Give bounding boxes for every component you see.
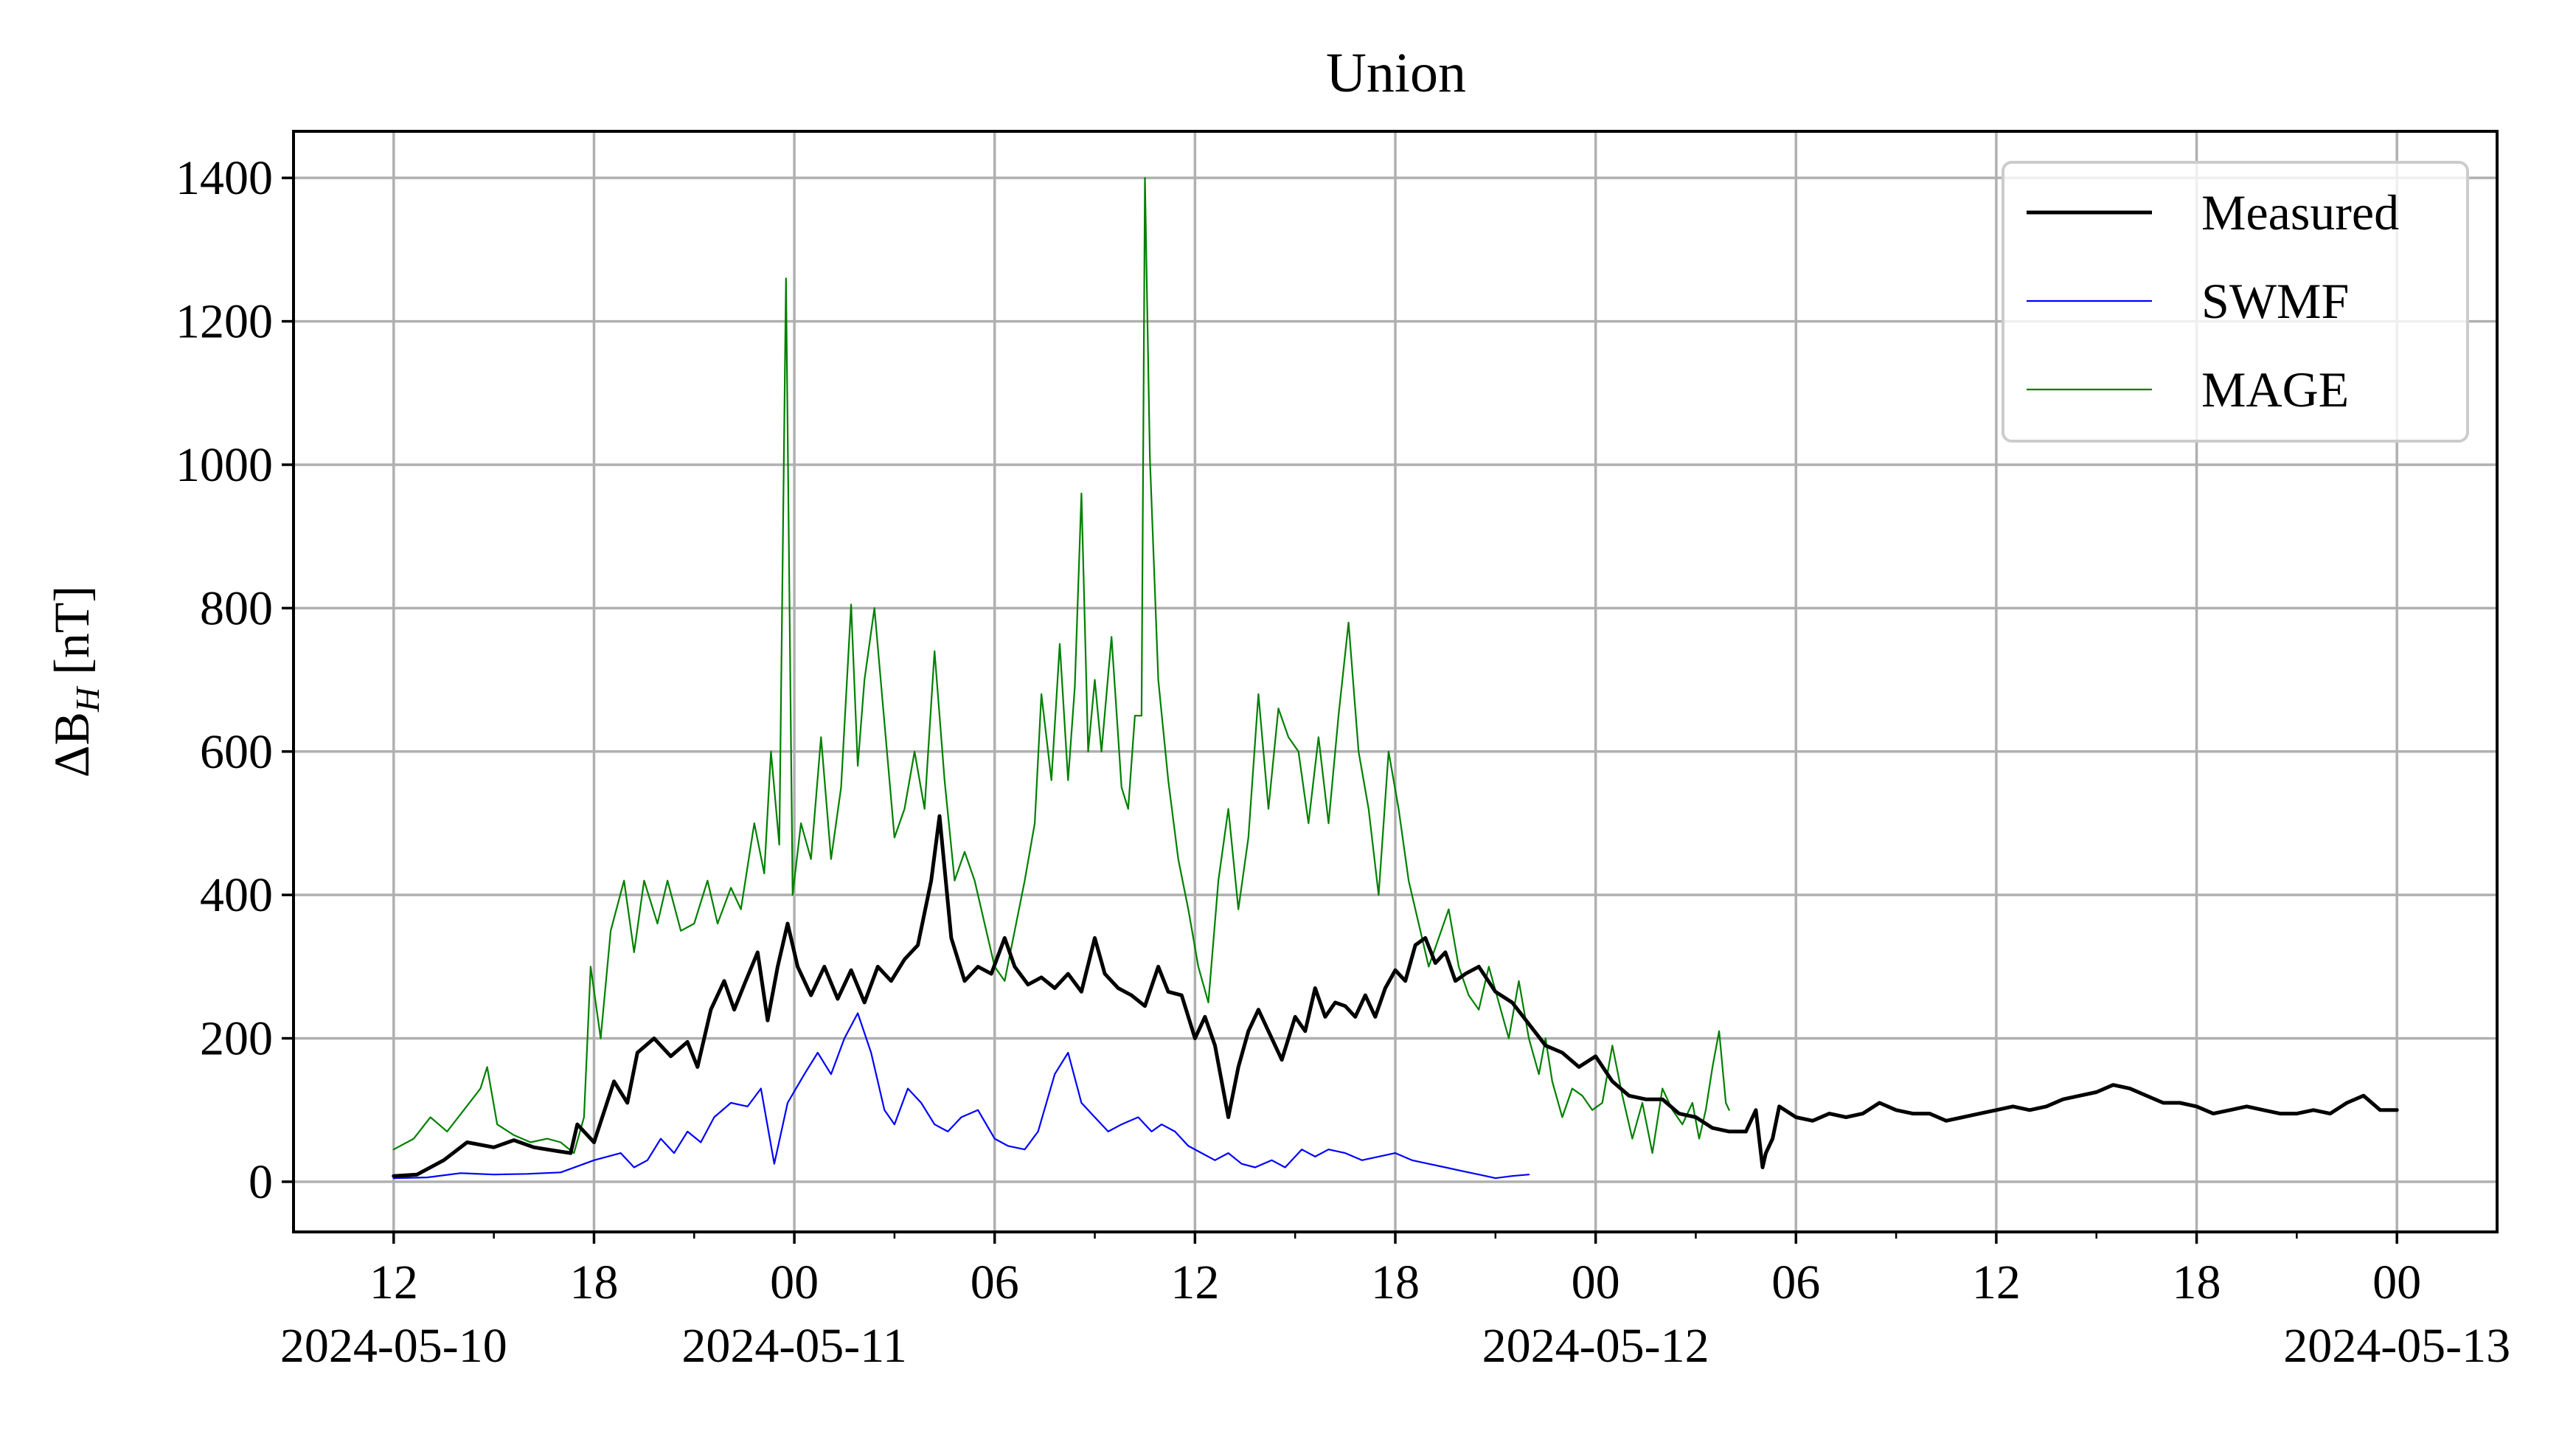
legend-box bbox=[2002, 161, 2469, 443]
y-axis-label-main: ΔB bbox=[44, 712, 100, 778]
y-tick-label: 400 bbox=[200, 868, 273, 922]
y-tick-label: 1000 bbox=[176, 438, 273, 492]
x-tick-date-label: 2024-05-11 bbox=[681, 1319, 907, 1373]
x-tick-hour-label: 12 bbox=[1972, 1256, 2021, 1309]
chart-title: Union bbox=[1326, 42, 1466, 104]
y-tick-label: 1400 bbox=[176, 151, 273, 205]
x-axis: 12 2024-05-10 18 00 2024-05-11 06 12 18 00 2024-0… bbox=[280, 1232, 2510, 1373]
legend-items: Measured SWMF MAGE bbox=[2027, 184, 2399, 418]
y-tick-label: 600 bbox=[200, 725, 273, 779]
x-tick-date-label: 2024-05-12 bbox=[1482, 1319, 1709, 1373]
x-tick-hour-label: 00 bbox=[770, 1256, 819, 1309]
y-tick-label: 1200 bbox=[176, 295, 273, 349]
x-tick-date-label: 2024-05-13 bbox=[2283, 1319, 2510, 1373]
y-axis-label-subscript: H bbox=[69, 685, 106, 713]
legend-label-swmf: SWMF bbox=[2201, 273, 2349, 329]
x-tick-hour-label: 12 bbox=[369, 1256, 418, 1309]
series-line-mage bbox=[392, 177, 1730, 1154]
legend-label-measured: Measured bbox=[2201, 184, 2399, 240]
x-tick-hour-label: 18 bbox=[1371, 1256, 1420, 1309]
legend-label-mage: MAGE bbox=[2201, 361, 2349, 418]
y-tick-label: 200 bbox=[200, 1012, 273, 1066]
series-line-measured bbox=[392, 814, 2399, 1178]
series-line-swmf bbox=[392, 1012, 1530, 1180]
y-axis-label-unit: [nT] bbox=[44, 586, 100, 688]
y-axis-label: ΔBH [nT] bbox=[44, 586, 106, 778]
x-tick-hour-label: 00 bbox=[1572, 1256, 1620, 1309]
series-layer bbox=[392, 177, 2399, 1180]
legend: Measured SWMF MAGE bbox=[2002, 161, 2469, 443]
x-tick-date-label: 2024-05-10 bbox=[280, 1319, 507, 1373]
grid-lines bbox=[294, 131, 2497, 1232]
x-tick-hour-label: 00 bbox=[2372, 1256, 2421, 1309]
x-tick-hour-label: 06 bbox=[1771, 1256, 1820, 1309]
x-tick-hour-label: 06 bbox=[971, 1256, 1019, 1309]
x-tick-hour-label: 18 bbox=[569, 1256, 618, 1309]
x-tick-hour-label: 18 bbox=[2173, 1256, 2221, 1309]
y-tick-label: 0 bbox=[249, 1155, 273, 1209]
y-axis: 0 200 400 600 800 1000 1200 1400 bbox=[176, 151, 294, 1209]
y-tick-label: 800 bbox=[200, 581, 273, 635]
x-tick-hour-label: 12 bbox=[1170, 1256, 1219, 1309]
